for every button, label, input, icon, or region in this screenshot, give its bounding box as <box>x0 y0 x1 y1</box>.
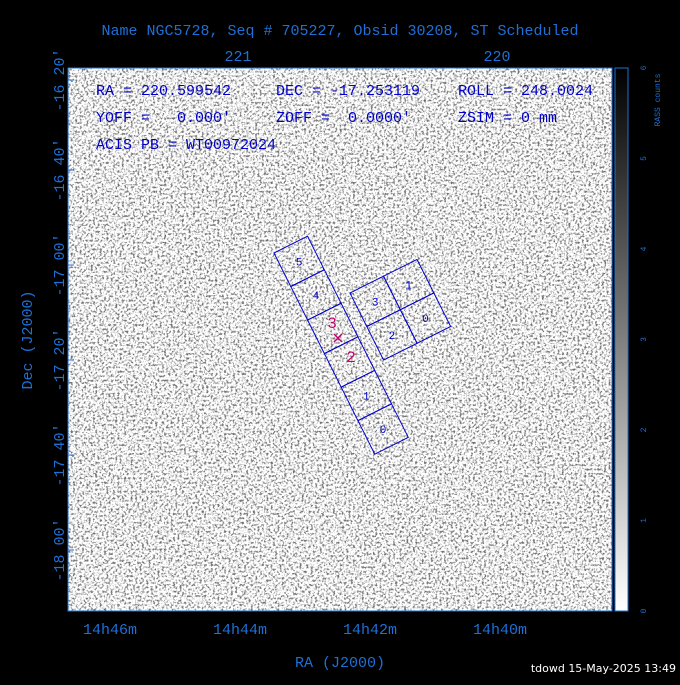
colorbar-tick-label: 3 <box>640 337 649 342</box>
x-tick-label: 14h46m <box>83 622 137 639</box>
y-tick-label: -17 00' <box>52 233 69 296</box>
x-tick-label: 14h44m <box>213 622 267 639</box>
colorbar-tick-label: 1 <box>640 518 649 523</box>
chip-label: 1 <box>405 281 412 293</box>
aimpoint-label: 3 <box>327 315 337 333</box>
top-tick-label: 220 <box>483 49 510 66</box>
colorbar-tick-label: 0 <box>640 608 649 613</box>
top-tick-label: 221 <box>224 49 251 66</box>
x-axis-label: RA (J2000) <box>295 655 385 672</box>
y-tick-label: -16 40' <box>52 138 69 201</box>
y-axis-label: Dec (J2000) <box>20 290 37 389</box>
chip-label: 0 <box>380 425 387 437</box>
x-tick-label: 14h40m <box>473 622 527 639</box>
colorbar-tick-label: 5 <box>640 156 649 161</box>
x-tick-label: 14h42m <box>343 622 397 639</box>
y-tick-label: -18 00' <box>52 518 69 581</box>
footer: tdowd 15-May-2025 13:49 <box>531 662 676 675</box>
y-tick-label: -17 40' <box>52 423 69 486</box>
chip-label: 5 <box>296 257 303 269</box>
chip-label: 1 <box>363 391 370 403</box>
chip-label: 2 <box>389 331 396 343</box>
acis-s-array: 5 4 1 0 <box>273 235 409 455</box>
info-zoff: ZOFF = 0.0000' <box>276 110 411 127</box>
info-zsim: ZSIM = 0 mm <box>458 110 557 127</box>
colorbar-tick-label: 6 <box>640 65 649 70</box>
y-tick-label: -17 20' <box>52 328 69 391</box>
info-dec: DEC = -17.253119 <box>276 83 420 100</box>
chip-label: 4 <box>313 291 320 303</box>
acis-i-array: 3 1 2 0 <box>349 258 452 361</box>
colorbar-tick-label: 4 <box>640 246 649 251</box>
info-yoff: YOFF = 0.000' <box>96 110 231 127</box>
info-roll: ROLL = 248.0024 <box>458 83 593 100</box>
colorbar-label: RASS counts <box>654 73 663 126</box>
chip <box>399 292 452 344</box>
colorbar <box>614 67 629 612</box>
chip-label: 0 <box>422 314 429 326</box>
info-ra: RA = 220.599542 <box>96 83 231 100</box>
info-acis-pb: ACIS PB = WT00972024 <box>96 137 276 154</box>
aimpoint-label: 2 <box>346 349 356 367</box>
chip-label: 3 <box>372 297 379 309</box>
colorbar-tick-label: 2 <box>640 427 649 432</box>
aimpoint-marker <box>333 333 343 343</box>
title: Name NGC5728, Seq # 705227, Obsid 30208,… <box>101 23 578 40</box>
plot-frame <box>67 67 613 612</box>
y-tick-label: -16 20' <box>52 48 69 111</box>
chip <box>357 403 409 455</box>
